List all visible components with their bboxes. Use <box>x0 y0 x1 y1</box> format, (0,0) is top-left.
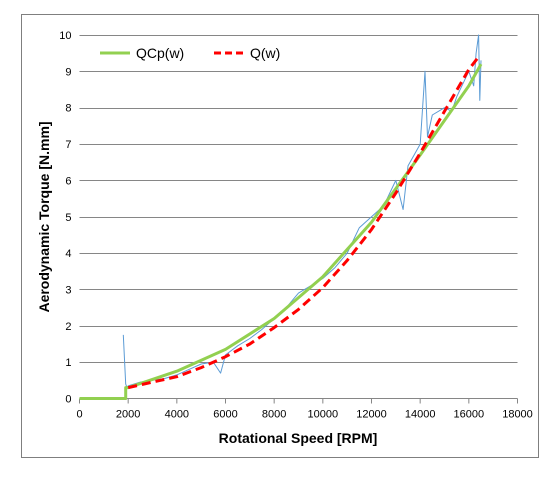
legend-label-qcp: QCp(w) <box>136 45 184 61</box>
x-tick-label: 4000 <box>165 409 189 421</box>
x-tick-label: 8000 <box>262 409 286 421</box>
y-tick-label: 3 <box>65 284 71 296</box>
y-tick-label: 4 <box>65 248 71 260</box>
chart: 0 1 2 3 4 5 6 7 8 9 10 0 2000 4000 6000 8000 10000 12000… <box>36 30 533 446</box>
y-tick-label: 10 <box>59 30 71 42</box>
y-tick-label: 7 <box>65 139 71 151</box>
series-q-line <box>127 55 480 390</box>
x-tick-label: 14000 <box>405 409 436 421</box>
series-measured-line <box>122 34 482 389</box>
x-tick-label: 6000 <box>213 409 237 421</box>
x-tick-label: 10000 <box>308 409 339 421</box>
y-tick-label: 8 <box>65 103 71 115</box>
y-tick-label: 1 <box>65 357 71 369</box>
grid <box>79 35 518 363</box>
legend-label-q: Q(w) <box>250 45 280 61</box>
y-tick-label: 0 <box>65 394 71 406</box>
y-tick-label: 9 <box>65 66 71 78</box>
x-tick-label: 2000 <box>116 409 140 421</box>
series-qcp-line <box>79 63 483 400</box>
x-tick-label: 12000 <box>356 409 387 421</box>
x-axis-title: Rotational Speed [RPM] <box>219 430 378 446</box>
x-tick-label: 18000 <box>502 409 533 421</box>
y-axis-title: Aerodynamic Torque [N.mm] <box>36 121 52 312</box>
y-tick-label: 2 <box>65 321 71 333</box>
x-tick-label: 0 <box>76 409 82 421</box>
x-tick-label: 16000 <box>454 409 485 421</box>
series-group <box>79 34 483 400</box>
y-tick-labels: 0 1 2 3 4 5 6 7 8 9 10 <box>59 30 71 406</box>
y-tick-label: 6 <box>65 175 71 187</box>
legend: QCp(w) Q(w) <box>100 45 280 61</box>
x-tick-labels: 0 2000 4000 6000 8000 10000 12000 14000 16000 180… <box>76 398 533 421</box>
chart-frame: 0 1 2 3 4 5 6 7 8 9 10 0 2000 4000 6000 8000 10000 12000… <box>21 14 539 458</box>
y-tick-label: 5 <box>65 212 71 224</box>
